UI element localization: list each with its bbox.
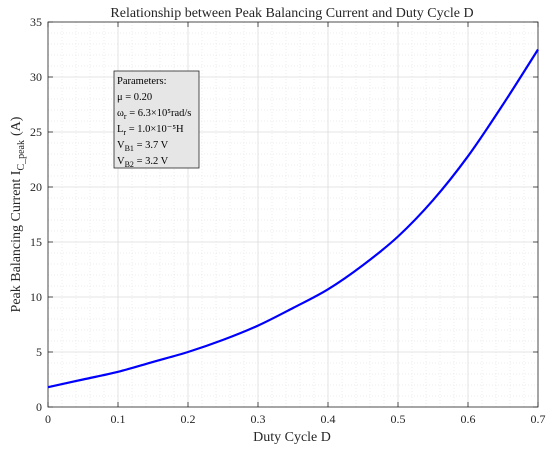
y-axis-label: Peak Balancing Current IC_peak (A) xyxy=(9,116,27,312)
y-tick-label: 0 xyxy=(36,400,42,414)
chart-title: Relationship between Peak Balancing Curr… xyxy=(110,6,473,21)
y-tick-label: 15 xyxy=(30,235,42,249)
y-tick-label: 5 xyxy=(36,345,42,359)
y-axis-label-unit: (A) xyxy=(9,116,24,136)
y-tick-label: 25 xyxy=(30,125,42,139)
x-tick-label: 0.5 xyxy=(391,412,406,426)
x-tick-label: 0 xyxy=(45,412,51,426)
x-tick-label: 0.7 xyxy=(531,412,546,426)
parameter-line: Parameters: xyxy=(117,76,167,87)
y-axis-label-sub: C_peak xyxy=(16,140,27,171)
y-tick-label: 30 xyxy=(30,70,42,84)
y-tick-label: 10 xyxy=(30,290,42,304)
x-tick-label: 0.4 xyxy=(321,412,336,426)
x-tick-label: 0.1 xyxy=(111,412,126,426)
parameter-line: μ = 0.20 xyxy=(117,92,152,103)
x-axis-label: Duty Cycle D xyxy=(253,430,331,445)
x-tick-label: 0.3 xyxy=(251,412,266,426)
x-tick-label: 0.2 xyxy=(181,412,196,426)
y-tick-label: 35 xyxy=(30,15,42,29)
y-tick-label: 20 xyxy=(30,180,42,194)
x-tick-label: 0.6 xyxy=(461,412,476,426)
y-axis-label-main: Peak Balancing Current I xyxy=(9,170,24,312)
